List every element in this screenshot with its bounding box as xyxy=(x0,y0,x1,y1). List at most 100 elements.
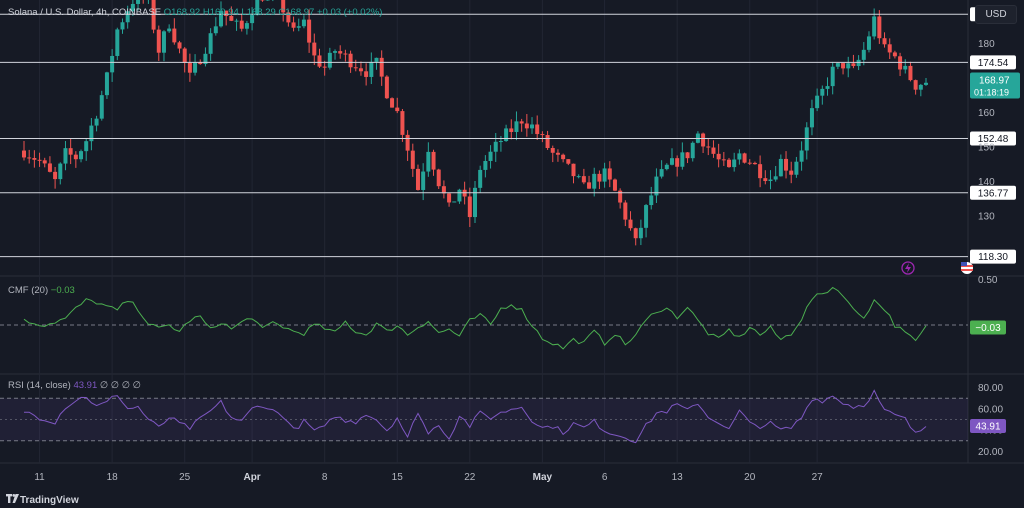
candle-body xyxy=(327,52,332,68)
candle xyxy=(327,47,332,70)
candle xyxy=(887,38,892,60)
candle xyxy=(79,149,84,163)
rsi-legend[interactable]: RSI (14, close) 43.91 ∅ ∅ ∅ ∅ xyxy=(8,380,141,391)
candle xyxy=(441,180,446,199)
candle xyxy=(545,130,550,150)
candle-body xyxy=(856,59,861,67)
candle-body xyxy=(815,95,820,109)
candle-body xyxy=(110,55,115,73)
candle-body xyxy=(94,118,99,126)
candle xyxy=(32,150,37,168)
current-price-value: 168.97 xyxy=(979,76,1010,87)
candle-body xyxy=(120,22,125,30)
candle-body xyxy=(364,71,369,77)
candle xyxy=(182,47,187,73)
candle xyxy=(918,83,923,97)
candle-body xyxy=(778,158,783,177)
candle xyxy=(473,180,477,223)
candle xyxy=(415,164,420,191)
candle-body xyxy=(286,12,291,23)
cmf-value-label: −0.03 xyxy=(975,323,1001,334)
close-value: C168.97 xyxy=(278,7,315,18)
candle xyxy=(581,168,586,185)
candle-body xyxy=(519,121,524,124)
candle xyxy=(281,0,286,22)
candle xyxy=(669,148,674,166)
candle-body xyxy=(498,141,503,143)
candle xyxy=(353,59,358,72)
candle-body xyxy=(447,193,452,203)
candle xyxy=(882,32,887,48)
candle xyxy=(104,71,109,99)
candle xyxy=(125,5,130,29)
candle-body xyxy=(851,63,856,67)
candle xyxy=(322,60,327,76)
time-axis-label: 25 xyxy=(179,472,191,483)
candle xyxy=(763,170,768,185)
candle-body xyxy=(561,154,566,160)
rsi-scale-tick: 20.00 xyxy=(978,447,1003,458)
candle-body xyxy=(892,52,897,57)
candle-body xyxy=(79,151,84,160)
candle-body xyxy=(820,88,825,96)
rsi-flags: ∅ ∅ ∅ ∅ xyxy=(99,380,141,391)
candle-body xyxy=(908,65,913,81)
candle-body xyxy=(182,48,187,63)
candle xyxy=(846,56,851,78)
time-axis-label: 20 xyxy=(744,472,756,483)
time-axis-label: 27 xyxy=(812,472,824,483)
candle-body xyxy=(633,228,638,239)
candle-body xyxy=(669,158,674,165)
candle-body xyxy=(431,151,436,170)
symbol-title: Solana / U.S. Dollar, 4h, COINBASE xyxy=(8,7,162,18)
candle-body xyxy=(213,26,218,34)
tradingview-logo[interactable]: TradingView xyxy=(6,494,79,506)
candle-body xyxy=(193,62,198,73)
candle xyxy=(426,142,431,177)
level-price-label: 152.48 xyxy=(978,134,1009,145)
cmf-legend[interactable]: CMF (20) −0.03 xyxy=(8,285,75,296)
candle xyxy=(224,10,229,26)
candle-body xyxy=(721,159,726,161)
candle-body xyxy=(452,201,457,203)
candle xyxy=(167,24,172,33)
candle-body xyxy=(545,135,550,149)
candle-body xyxy=(333,51,338,53)
candle xyxy=(203,47,208,67)
candle xyxy=(550,145,555,163)
candle xyxy=(587,175,592,189)
cmf-scale-tick: 0.50 xyxy=(978,275,998,286)
cmf-line xyxy=(23,286,927,350)
candle xyxy=(250,7,255,31)
level-price-label-bg xyxy=(970,185,1016,200)
candle xyxy=(452,201,457,203)
candle xyxy=(301,15,306,29)
candle xyxy=(286,9,291,27)
candle xyxy=(592,167,597,197)
candle xyxy=(524,114,529,137)
candle xyxy=(239,13,244,32)
candle-body xyxy=(773,176,778,180)
currency-button[interactable]: USD xyxy=(975,5,1017,24)
candle-body xyxy=(47,163,52,172)
candle-body xyxy=(415,168,420,190)
candle-body xyxy=(177,42,182,49)
candle xyxy=(913,79,918,95)
candle xyxy=(234,18,239,31)
candle xyxy=(654,168,659,203)
candle xyxy=(732,152,737,172)
candle xyxy=(384,75,389,100)
candle-body xyxy=(830,66,835,87)
candle xyxy=(493,133,498,162)
candle-body xyxy=(255,0,260,16)
time-axis-label: 8 xyxy=(322,472,328,483)
candle xyxy=(721,151,726,166)
candle xyxy=(379,50,384,86)
candle xyxy=(193,54,198,76)
candle-body xyxy=(322,66,327,68)
candle xyxy=(421,163,426,201)
candle-body xyxy=(473,187,477,218)
candle xyxy=(27,149,32,164)
candle-body xyxy=(706,146,711,148)
